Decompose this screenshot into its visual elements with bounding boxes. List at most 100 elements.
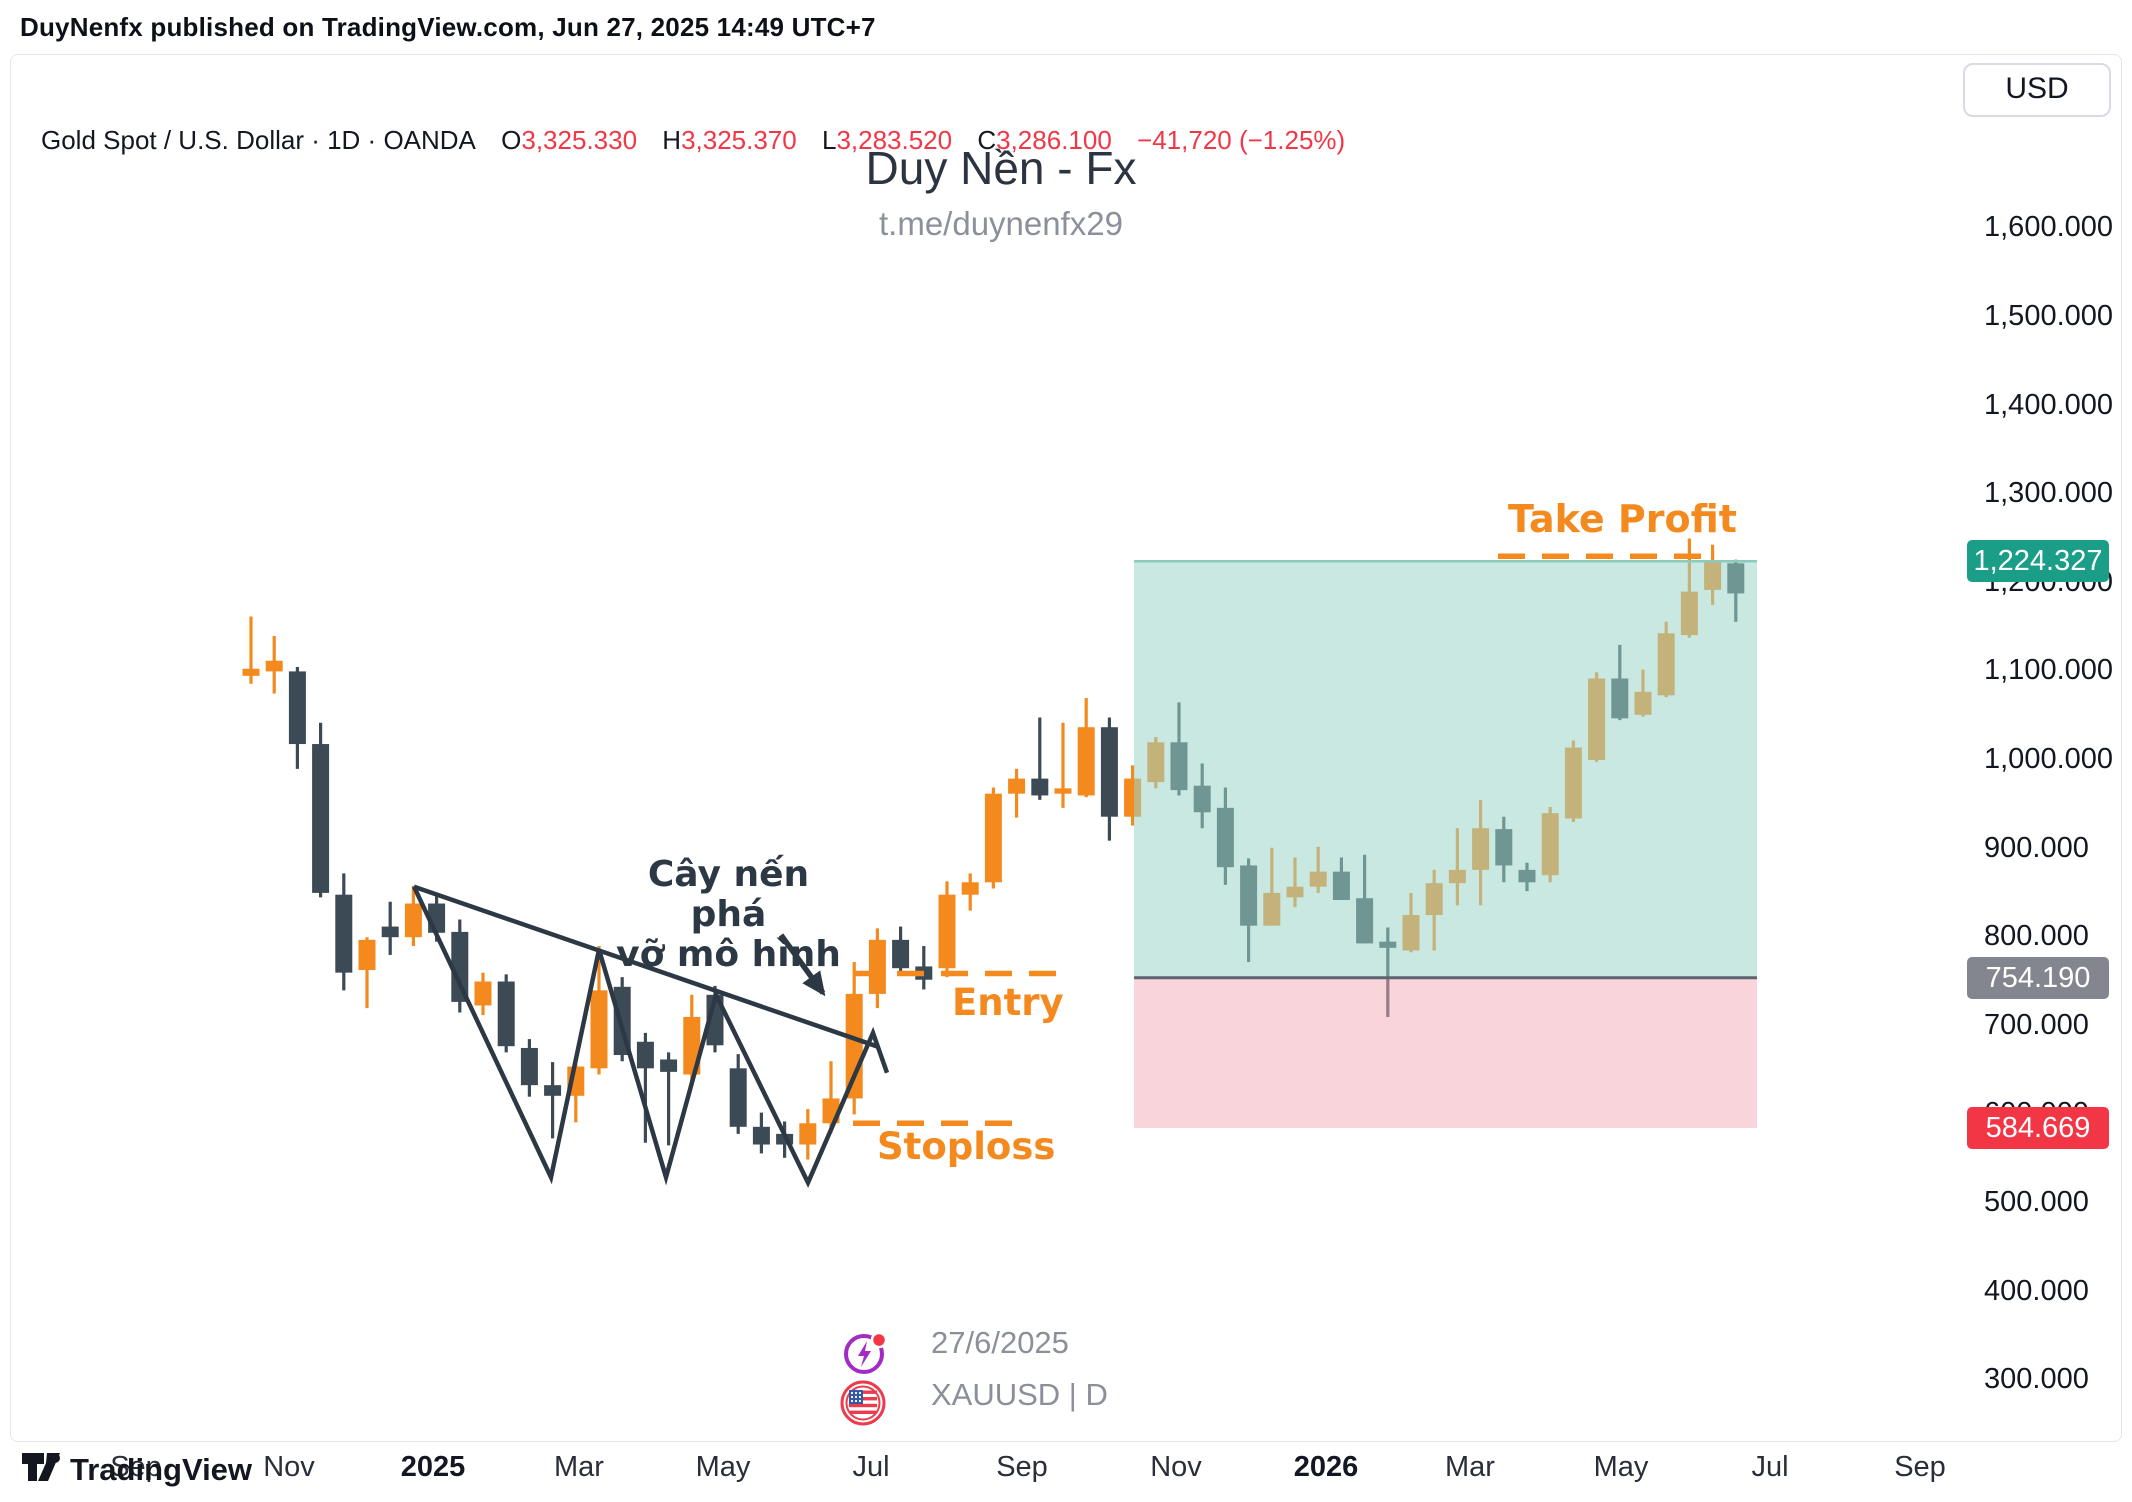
candle-body: [1124, 778, 1142, 817]
entry-label: Entry: [952, 981, 1064, 1024]
x-axis-tick: Jul: [852, 1451, 890, 1483]
candle-body: [451, 931, 469, 1002]
candle-body: [776, 1133, 794, 1145]
y-axis-tick: 300.000: [1984, 1363, 2089, 1396]
chart-legend: Gold Spot / U.S. Dollar · 1D · OANDA O3,…: [41, 125, 1345, 156]
watermark-date: 27/6/2025: [931, 1325, 1069, 1360]
candle-body: [1704, 562, 1722, 590]
candle-body: [1495, 829, 1513, 866]
x-axis-tick: May: [1593, 1451, 1649, 1483]
close-value: 3,286.100: [996, 125, 1112, 155]
y-axis-tick: 500.000: [1984, 1186, 2089, 1218]
candle-body: [892, 939, 910, 969]
candle-body: [1216, 807, 1234, 868]
high-label: H: [662, 125, 682, 155]
y-axis-tick: 1,600.000: [1984, 211, 2114, 244]
price-label-chip: 584.669: [1967, 1106, 2109, 1149]
y-axis-tick: 1,400.000: [1984, 388, 2114, 421]
take-profit-label: Take Profit: [1508, 497, 1737, 541]
candle-body: [1634, 691, 1652, 715]
candle-body: [1286, 886, 1304, 898]
candle-body: [729, 1068, 747, 1127]
candle-body: [1100, 727, 1118, 817]
x-axis-tick: Mar: [554, 1451, 604, 1483]
candle-body: [1054, 788, 1072, 794]
candle-body: [1657, 633, 1675, 696]
stoploss-label: Stoploss: [877, 1125, 1056, 1168]
candle-body: [358, 939, 376, 970]
x-axis-tick: Sep: [110, 1451, 162, 1483]
candle-body: [381, 926, 399, 938]
candle-body: [520, 1047, 538, 1086]
candle-body: [1147, 742, 1165, 783]
candle-body: [1588, 678, 1606, 760]
watermark-symbol: XAUUSD | D: [931, 1377, 1108, 1412]
candle-body: [822, 1098, 840, 1124]
candle-body: [1564, 747, 1582, 819]
loss-zone: [1134, 977, 1757, 1128]
candle-body: [1263, 892, 1281, 926]
currency-button[interactable]: USD: [1963, 63, 2111, 117]
candles-layer: [242, 538, 1745, 1160]
x-axis-tick: Nov: [1150, 1451, 1202, 1483]
candle-body: [1402, 915, 1420, 951]
risk-reward-zones-layer: [1134, 561, 1757, 1128]
change-value: −41,720 (−1.25%): [1137, 125, 1346, 155]
x-axis-tick: Sep: [1894, 1451, 1946, 1483]
candle-body: [474, 981, 492, 1006]
chart-card: Gold Spot / U.S. Dollar · 1D · OANDA O3,…: [10, 54, 2122, 1483]
candle-body: [242, 668, 260, 676]
y-axis-tick: 800.000: [1984, 920, 2089, 953]
price-label-chip: 754.190: [1967, 956, 2109, 999]
candle-body: [544, 1085, 562, 1096]
candle-body: [938, 894, 956, 969]
y-axis-tick: 1,000.000: [1984, 743, 2114, 775]
candle-body: [984, 793, 1002, 883]
currency-button-label: USD: [2005, 72, 2069, 105]
candle-body: [312, 744, 330, 893]
x-axis-tick: 2025: [400, 1451, 466, 1483]
candle-body: [636, 1041, 654, 1069]
candle-body: [404, 903, 422, 938]
x-axis-tick: Sep: [996, 1451, 1048, 1483]
candle-body: [288, 671, 306, 745]
us-flag-icon: [840, 1380, 886, 1426]
breakout-note-line2: vỡ mô hình: [616, 934, 841, 975]
candle-body: [1425, 883, 1443, 916]
profit-zone: [1134, 561, 1757, 978]
candle-body: [1031, 778, 1049, 796]
candle-body: [961, 882, 979, 895]
x-axis-tick: Mar: [1445, 1451, 1495, 1483]
candle-body: [706, 994, 724, 1046]
level-lines-layer: [853, 553, 1757, 1127]
candle-body: [1240, 865, 1258, 926]
candle-body: [1727, 563, 1745, 594]
breakout-note-line1: Cây nến phá: [647, 854, 810, 935]
candle-body: [428, 903, 446, 933]
candle-body: [868, 939, 886, 994]
x-axis-tick: Nov: [263, 1451, 315, 1483]
candle-body: [1077, 727, 1095, 796]
candle-body: [335, 894, 353, 973]
candle-body: [567, 1066, 585, 1096]
high-value: 3,325.370: [681, 125, 797, 155]
open-label: O: [501, 125, 522, 155]
candle-body: [1541, 813, 1559, 876]
candle-body: [1472, 828, 1490, 870]
candle-body: [1680, 591, 1698, 636]
candle-body: [1611, 678, 1629, 719]
candle-body: [497, 981, 515, 1047]
low-label: L: [821, 125, 837, 155]
y-axis-tick: 1,300.000: [1984, 477, 2114, 510]
candle-body: [1008, 778, 1026, 794]
candle-body: [1193, 785, 1211, 813]
y-axis-tick: 1,100.000: [1984, 654, 2114, 687]
candle-body: [590, 990, 608, 1069]
candle-body: [1356, 898, 1374, 944]
flash-icon: [844, 1331, 887, 1374]
low-value: 3,283.520: [836, 125, 953, 155]
candle-body: [683, 1016, 701, 1075]
brand-link[interactable]: TradingView: [70, 1452, 253, 1487]
candle-body: [1332, 871, 1350, 900]
